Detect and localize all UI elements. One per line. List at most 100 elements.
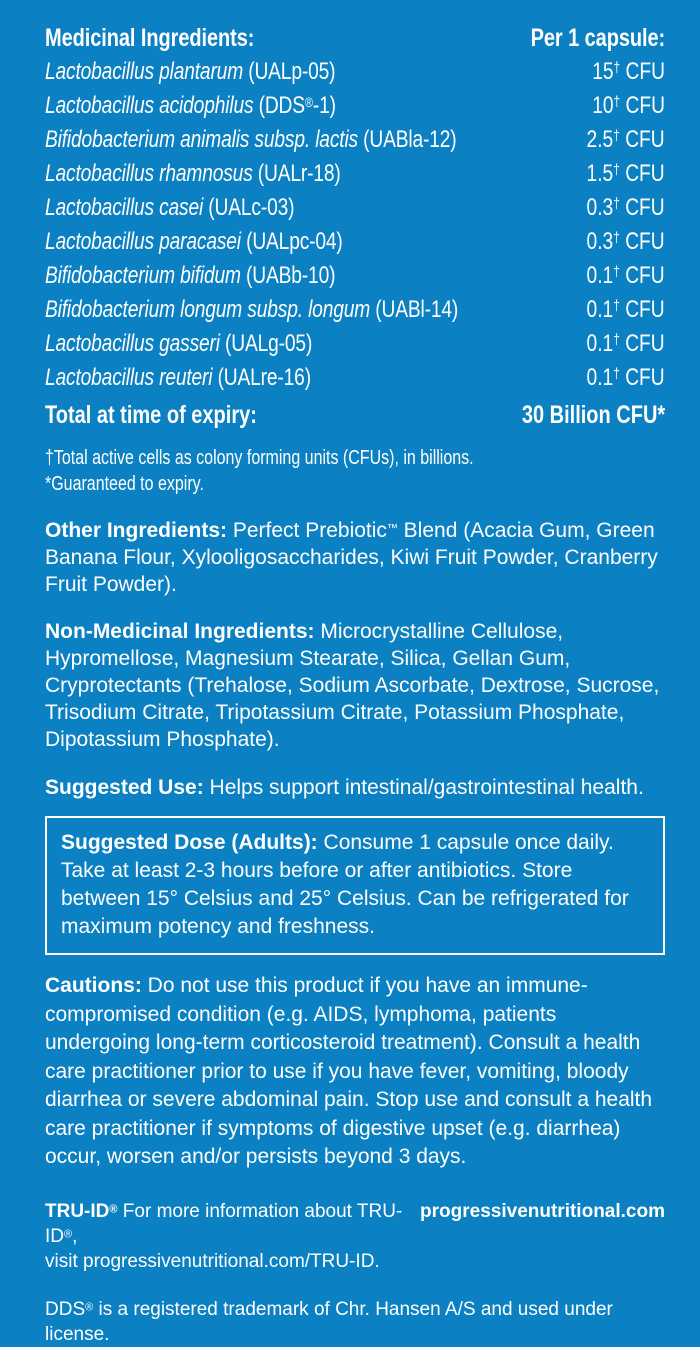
ingredient-name: Lactobacillus acidophilus (DDS®-1) — [45, 92, 336, 120]
ingredient-name: Lactobacillus paracasei (UALpc-04) — [45, 228, 343, 256]
amount-unit: CFU — [620, 126, 665, 153]
ingredient-amount: 0.3† CFU — [587, 194, 665, 222]
ingredient-amount: 15† CFU — [592, 58, 665, 86]
table-row: Bifidobacterium longum subsp. longum (UA… — [45, 296, 665, 330]
ingredient-name: Lactobacillus rhamnosus (UALr-18) — [45, 160, 341, 188]
medicinal-ingredients-title: Medicinal Ingredients: — [45, 24, 255, 52]
ingredient-name: Lactobacillus plantarum (UALp-05) — [45, 58, 336, 86]
dagger-marker: † — [613, 196, 621, 213]
strain-code: (UALr-18) — [252, 160, 341, 187]
amount-value: 0.1 — [586, 364, 614, 391]
tru-id-row: TRU-ID® For more information about TRU-I… — [45, 1199, 665, 1274]
strain-code: (UALg-05) — [219, 330, 313, 357]
ingredient-amount: 0.1† CFU — [587, 296, 665, 324]
footer: TRU-ID® For more information about TRU-I… — [45, 1199, 665, 1347]
tru-id-brand: TRU-ID® — [45, 1200, 118, 1222]
ingredient-rows: Lactobacillus plantarum (UALp-05) 15† CFU… — [45, 58, 665, 398]
table-row: Lactobacillus acidophilus (DDS®-1) 10† CF… — [45, 92, 665, 126]
ingredient-name: Lactobacillus casei (UALc-03) — [45, 194, 295, 222]
tru-id-line-2: visit progressivenutritional.com/TRU-ID. — [45, 1250, 380, 1272]
tru-id-line-1: TRU-ID® For more information about TRU-I… — [45, 1199, 420, 1249]
table-row: Lactobacillus casei (UALc-03) 0.3† CFU — [45, 194, 665, 228]
asterisk-footnote: *Guaranteed to expiry. — [45, 473, 204, 495]
species-name: Bifidobacterium bifidum — [45, 262, 241, 289]
other-ingredients-section: Other Ingredients: Perfect Prebiotic™ Bl… — [45, 517, 665, 598]
dagger-marker: † — [613, 366, 621, 383]
species-name: Lactobacillus plantarum — [45, 58, 244, 85]
footnotes: †Total active cells as colony forming un… — [45, 445, 665, 497]
dagger-footnote: †Total active cells as colony forming un… — [45, 447, 474, 469]
ingredient-name: Lactobacillus reuteri (UALre-16) — [45, 364, 311, 392]
suggested-dose-text: Consume 1 capsule once daily. Take at le… — [61, 831, 629, 938]
table-row: Lactobacillus gasseri (UALg-05) 0.1† CFU — [45, 330, 665, 364]
amount-unit: CFU — [620, 228, 665, 255]
amount-value: 2.5 — [586, 126, 614, 153]
amount-unit: CFU — [620, 58, 665, 85]
suggested-dose-box: Suggested Dose (Adults): Consume 1 capsu… — [45, 816, 665, 955]
strain-code: (UABla-12) — [358, 126, 457, 153]
strain-code: (UALp-05) — [243, 58, 336, 85]
amount-unit: CFU — [620, 262, 665, 289]
ingredient-amount: 0.1† CFU — [587, 262, 665, 290]
amount-value: 0.1 — [586, 262, 614, 289]
ingredient-amount: 0.1† CFU — [587, 364, 665, 392]
dagger-marker: † — [613, 264, 621, 281]
other-ingredients-text: Perfect Prebiotic™ Blend (Acacia Gum, Gr… — [45, 519, 658, 596]
dagger-marker: † — [613, 60, 621, 77]
table-row: Lactobacillus paracasei (UALpc-04) 0.3† C… — [45, 228, 665, 262]
amount-unit: CFU — [620, 296, 665, 323]
strain-code: (UABl-14) — [370, 296, 459, 323]
amount-value: 0.1 — [586, 296, 614, 323]
species-name: Bifidobacterium longum subsp. longum — [45, 296, 371, 323]
table-row: Lactobacillus rhamnosus (UALr-18) 1.5† CF… — [45, 160, 665, 194]
amount-value: 0.3 — [586, 194, 614, 221]
amount-unit: CFU — [620, 92, 665, 119]
dagger-marker: † — [613, 298, 621, 315]
cautions-label: Cautions: — [45, 974, 142, 997]
suggested-use-text: Helps support intestinal/gastrointestina… — [203, 776, 644, 799]
ingredient-name: Bifidobacterium animalis subsp. lactis (… — [45, 126, 457, 154]
table-row: Lactobacillus reuteri (UALre-16) 0.1† CFU — [45, 364, 665, 398]
amount-unit: CFU — [620, 330, 665, 357]
species-name: Lactobacillus gasseri — [45, 330, 220, 357]
amount-value: 0.1 — [586, 330, 614, 357]
table-row: Bifidobacterium bifidum (UABb-10) 0.1† CF… — [45, 262, 665, 296]
suggested-use-label: Suggested Use: — [45, 776, 204, 799]
amount-value: 1.5 — [586, 160, 614, 187]
species-name: Bifidobacterium animalis subsp. lactis — [45, 126, 358, 153]
tru-id-info-text: For more information about TRU-ID®, — [45, 1200, 403, 1247]
cautions-section: Cautions: Do not use this product if you… — [45, 972, 665, 1172]
amount-value: 15 — [592, 58, 614, 85]
total-row: Total at time of expiry: 30 Billion CFU* — [45, 401, 665, 437]
ingredient-amount: 2.5† CFU — [587, 126, 665, 154]
non-medicinal-ingredients-text: Microcrystalline Cellulose, Hypromellose… — [45, 620, 660, 751]
strain-code: (UABb-10) — [240, 262, 336, 289]
strain-code: (UALpc-04) — [240, 228, 343, 255]
ingredient-amount: 0.3† CFU — [587, 228, 665, 256]
species-name: Lactobacillus acidophilus — [45, 92, 254, 119]
tru-id-block: TRU-ID® For more information about TRU-I… — [45, 1199, 420, 1274]
strain-code: (DDS®-1) — [253, 92, 336, 119]
table-row: Lactobacillus plantarum (UALp-05) 15† CFU — [45, 58, 665, 92]
species-name: Lactobacillus paracasei — [45, 228, 241, 255]
dagger-marker: † — [613, 128, 621, 145]
species-name: Lactobacillus casei — [45, 194, 204, 221]
suggested-use-section: Suggested Use: Helps support intestinal/… — [45, 774, 665, 801]
species-name: Lactobacillus rhamnosus — [45, 160, 253, 187]
species-name: Lactobacillus reuteri — [45, 364, 213, 391]
medicinal-ingredients-table: Medicinal Ingredients: Per 1 capsule: La… — [45, 24, 665, 437]
amount-unit: CFU — [620, 364, 665, 391]
amount-value: 10 — [592, 92, 614, 119]
dagger-marker: † — [613, 230, 621, 247]
ingredient-amount: 10† CFU — [592, 92, 665, 120]
ingredient-amount: 0.1† CFU — [587, 330, 665, 358]
website-link[interactable]: progressivenutritional.com — [420, 1200, 665, 1222]
total-value: 30 Billion CFU* — [521, 401, 665, 429]
non-medicinal-ingredients-label: Non-Medicinal Ingredients: — [45, 620, 315, 643]
amount-unit: CFU — [620, 194, 665, 221]
strain-code: (UALre-16) — [212, 364, 312, 391]
strain-code: (UALc-03) — [203, 194, 295, 221]
suggested-dose-label: Suggested Dose (Adults): — [61, 831, 318, 854]
amount-unit: CFU — [620, 160, 665, 187]
